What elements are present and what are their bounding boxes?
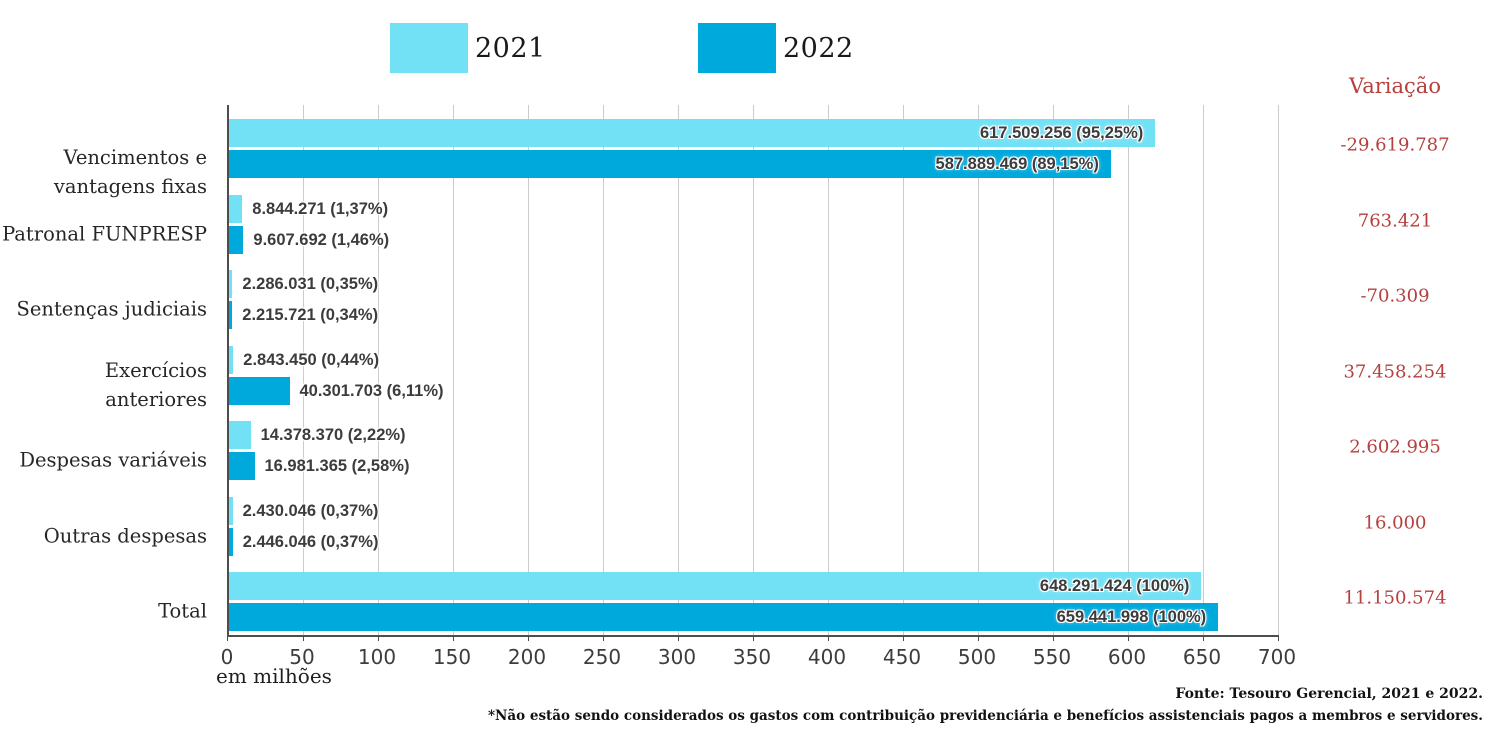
footer-source-text: Fonte: Tesouro Gerencial, 2021 e 2022. (1175, 686, 1483, 702)
bar-value-label: 2.446.046 (0,37%) (242, 532, 379, 551)
x-axis-tick (978, 635, 979, 641)
x-axis-tick (678, 635, 679, 641)
bar-2021-row1 (229, 194, 243, 223)
x-axis-tick (378, 635, 379, 641)
footer-note-text: *Não estão sendo considerados os gastos … (488, 708, 1483, 724)
bar-value-label: 2.843.450 (0,44%) (243, 350, 380, 369)
bar-value-label: 16.981.365 (2,58%) (264, 456, 410, 475)
x-tick-label: 0 (220, 645, 234, 669)
legend-item-2022: 2022 (698, 23, 854, 73)
bar-2022-row0 (229, 149, 1111, 178)
x-axis-tick (828, 635, 829, 641)
gridline (678, 105, 679, 635)
x-tick-label: 700 (1257, 645, 1297, 669)
bar-value-label: 617.509.256 (95,25%) (979, 123, 1144, 142)
bar-2021-row5 (229, 496, 233, 525)
x-tick-label: 600 (1107, 645, 1147, 669)
category-label: Vencimentos e vantagens fixas (53, 145, 207, 198)
bar-2021-row6 (229, 571, 1202, 600)
bar-2022-row4 (229, 451, 255, 480)
gridline (1128, 105, 1129, 635)
gridline (528, 105, 529, 635)
bar-2021-row0 (229, 118, 1156, 147)
x-axis-tick (1203, 635, 1204, 641)
bar-value-label: 2.286.031 (0,35%) (242, 274, 379, 293)
x-axis-tick (1278, 635, 1279, 641)
bar-value-label: 587.889.469 (89,15%) (935, 154, 1099, 173)
variation-value: -29.619.787 (1340, 134, 1450, 156)
x-tick-label: 250 (582, 645, 622, 669)
x-axis-tick (753, 635, 754, 641)
variation-value: 37.458.254 (1343, 361, 1447, 383)
bar-2021-row3 (229, 345, 234, 374)
bar-value-label: 648.291.424 (100%) (1039, 576, 1190, 595)
x-axis-caption: em milhões (216, 664, 332, 688)
legend-swatch-2022 (698, 23, 776, 73)
bar-2022-row5 (229, 527, 233, 556)
x-tick-label: 50 (289, 645, 315, 669)
gridline (1053, 105, 1054, 635)
bar-value-label: 2.430.046 (0,37%) (242, 501, 379, 520)
x-tick-label: 650 (1182, 645, 1222, 669)
legend-swatch-2021 (390, 23, 468, 73)
x-tick-label: 150 (432, 645, 472, 669)
variation-value: 11.150.574 (1343, 587, 1447, 609)
category-label: Despesas variáveis (19, 448, 207, 472)
x-tick-label: 400 (807, 645, 847, 669)
variation-value: 763.421 (1357, 210, 1433, 232)
x-axis-tick (603, 635, 604, 641)
bar-value-label: 40.301.703 (6,11%) (299, 381, 444, 400)
bar-2022-row6 (229, 602, 1219, 631)
legend-label-2022: 2022 (783, 32, 854, 64)
gridline (753, 105, 754, 635)
bar-value-label: 2.215.721 (0,34%) (242, 305, 379, 324)
category-label: Total (158, 599, 207, 623)
bar-value-label: 659.441.998 (100%) (1056, 607, 1207, 626)
gridline (978, 105, 979, 635)
x-axis-tick (227, 635, 228, 641)
bar-value-label: 8.844.271 (1,37%) (252, 199, 389, 218)
x-tick-label: 100 (357, 645, 397, 669)
bar-value-label: 14.378.370 (2,22%) (260, 425, 406, 444)
x-tick-label: 500 (957, 645, 997, 669)
gridline (828, 105, 829, 635)
x-axis-tick (1128, 635, 1129, 641)
gridline (303, 105, 304, 635)
plot-area: 617.509.256 (95,25%) 587.889.469 (89,15%)… (227, 105, 1279, 641)
x-axis-tick (1053, 635, 1054, 641)
legend-item-2021: 2021 (390, 23, 546, 73)
bar-value-label: 9.607.692 (1,46%) (253, 230, 390, 249)
gridline (378, 105, 379, 635)
x-axis-tick (528, 635, 529, 641)
x-axis-tick (303, 635, 304, 641)
x-tick-label: 350 (732, 645, 772, 669)
category-label: Patronal FUNPRESP (2, 222, 207, 246)
x-tick-label: 450 (882, 645, 922, 669)
variation-value: 16.000 (1363, 512, 1427, 534)
bar-2022-row3 (229, 376, 290, 405)
x-tick-label: 200 (507, 645, 547, 669)
variation-column-title: Variação (1349, 74, 1441, 98)
x-axis-tick (903, 635, 904, 641)
x-tick-label: 550 (1032, 645, 1072, 669)
gridline (1278, 105, 1279, 635)
x-axis-tick (453, 635, 454, 641)
bar-2021-row2 (229, 269, 233, 298)
bar-2022-row2 (229, 300, 233, 329)
gridline (903, 105, 904, 635)
category-label: Exercícios anteriores (104, 358, 207, 411)
legend-label-2021: 2021 (475, 32, 546, 64)
x-tick-label: 300 (657, 645, 697, 669)
category-label: Sentenças judiciais (16, 297, 208, 321)
variation-value: 2.602.995 (1349, 436, 1441, 458)
variation-value: -70.309 (1360, 285, 1430, 307)
bar-2022-row1 (229, 225, 244, 254)
gridline (453, 105, 454, 635)
gridline (1203, 105, 1204, 635)
category-label: Outras despesas (43, 524, 207, 548)
bar-2021-row4 (229, 420, 251, 449)
gridline (603, 105, 604, 635)
